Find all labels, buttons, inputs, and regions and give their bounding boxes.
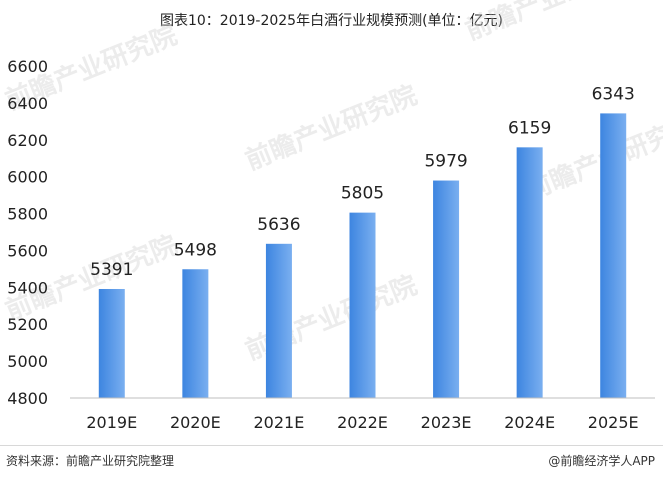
bar <box>182 269 209 398</box>
x-tick-label: 2021E <box>254 413 305 432</box>
bar <box>600 113 627 398</box>
credit-note: @前瞻经济学人APP <box>548 454 655 468</box>
data-label: 6159 <box>508 118 551 138</box>
y-tick-label: 6600 <box>7 57 48 76</box>
footer-divider <box>0 445 663 446</box>
y-tick-label: 6400 <box>7 94 48 113</box>
watermark-text: 前瞻产业研究院 <box>241 80 421 177</box>
data-label: 5636 <box>257 215 300 235</box>
source-note: 资料来源：前瞻产业研究院整理 <box>6 454 175 468</box>
bar <box>433 180 460 398</box>
y-tick-label: 4800 <box>7 389 48 408</box>
y-tick-label: 5800 <box>7 205 48 224</box>
data-label: 6343 <box>592 84 635 104</box>
y-tick-label: 5400 <box>7 278 48 297</box>
data-label: 5979 <box>424 152 467 172</box>
bar <box>349 212 376 398</box>
y-tick-label: 6000 <box>7 168 48 187</box>
x-axis: 2019E 2020E 2021E 2022E 2023E 2024E 2025E <box>86 413 638 432</box>
x-tick-label: 2024E <box>504 413 555 432</box>
chart-title: 图表10：2019-2025年白酒行业规模预测(单位：亿元) <box>159 13 504 29</box>
watermark-text: 前瞻产业研究院 <box>461 0 641 46</box>
y-tick-label: 5000 <box>7 352 48 371</box>
data-label: 5498 <box>174 240 217 260</box>
x-tick-label: 2020E <box>170 413 221 432</box>
bar <box>516 147 543 398</box>
y-tick-label: 5600 <box>7 241 48 260</box>
x-tick-label: 2022E <box>337 413 388 432</box>
y-tick-label: 6200 <box>7 131 48 150</box>
x-tick-label: 2025E <box>588 413 639 432</box>
x-tick-label: 2023E <box>421 413 472 432</box>
bar <box>98 288 125 398</box>
data-label: 5391 <box>90 260 133 280</box>
bar-series <box>98 113 627 398</box>
y-axis: 4800 5000 5200 5400 5600 5800 6000 6200 6400 6600 <box>7 57 48 408</box>
data-labels: 5391 5498 5636 5805 5979 6159 6343 <box>90 84 635 280</box>
y-tick-label: 5200 <box>7 315 48 334</box>
bar-chart: 前瞻产业研究院前瞻产业研究院前瞻产业研究院前瞻产业研究院前瞻产业研究院前瞻产业研… <box>1 0 663 432</box>
bar <box>265 243 292 398</box>
x-tick-label: 2019E <box>86 413 137 432</box>
data-label: 5805 <box>341 184 384 204</box>
